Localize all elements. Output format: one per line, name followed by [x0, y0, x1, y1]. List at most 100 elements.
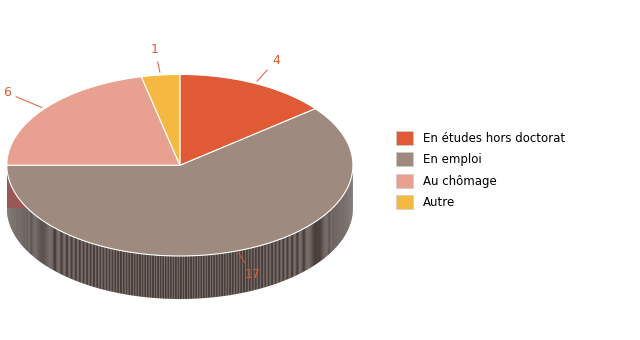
Polygon shape	[326, 213, 327, 256]
Polygon shape	[7, 77, 180, 165]
Polygon shape	[189, 256, 191, 299]
Polygon shape	[45, 222, 46, 266]
Polygon shape	[113, 249, 115, 292]
Polygon shape	[164, 256, 166, 299]
Polygon shape	[317, 220, 318, 264]
Polygon shape	[230, 252, 232, 295]
Polygon shape	[120, 250, 121, 293]
Polygon shape	[166, 256, 168, 299]
Polygon shape	[312, 223, 313, 267]
Polygon shape	[109, 248, 110, 291]
Legend: En études hors doctorat, En emploi, Au chômage, Autre: En études hors doctorat, En emploi, Au c…	[391, 126, 570, 214]
Polygon shape	[155, 255, 156, 298]
Polygon shape	[318, 219, 319, 263]
Polygon shape	[301, 229, 303, 273]
Text: 4: 4	[257, 54, 280, 81]
Polygon shape	[247, 249, 248, 292]
Polygon shape	[266, 243, 268, 287]
Polygon shape	[284, 237, 285, 280]
Polygon shape	[36, 216, 37, 260]
Polygon shape	[222, 253, 223, 296]
Polygon shape	[243, 250, 244, 293]
Polygon shape	[125, 252, 127, 295]
Polygon shape	[170, 256, 171, 299]
Polygon shape	[264, 244, 265, 288]
Polygon shape	[184, 256, 186, 299]
Polygon shape	[141, 74, 180, 165]
Polygon shape	[223, 253, 225, 296]
Polygon shape	[256, 246, 257, 290]
Text: 17: 17	[239, 253, 261, 282]
Polygon shape	[108, 248, 109, 291]
Polygon shape	[259, 245, 260, 289]
Polygon shape	[298, 231, 300, 274]
Polygon shape	[273, 241, 275, 285]
Polygon shape	[131, 252, 132, 295]
Polygon shape	[58, 230, 60, 274]
Polygon shape	[66, 234, 67, 277]
Polygon shape	[219, 254, 220, 297]
Polygon shape	[294, 233, 296, 276]
Polygon shape	[104, 247, 106, 290]
Polygon shape	[77, 238, 79, 282]
Polygon shape	[196, 256, 198, 299]
Polygon shape	[178, 256, 179, 299]
Polygon shape	[39, 218, 40, 262]
Polygon shape	[52, 227, 54, 270]
Polygon shape	[127, 252, 129, 295]
Polygon shape	[255, 247, 256, 290]
Polygon shape	[72, 236, 74, 280]
Polygon shape	[316, 221, 317, 264]
Polygon shape	[193, 256, 195, 299]
Polygon shape	[303, 228, 304, 272]
Polygon shape	[201, 255, 202, 298]
Polygon shape	[86, 241, 87, 285]
Polygon shape	[211, 254, 212, 298]
Polygon shape	[34, 214, 35, 257]
Polygon shape	[311, 224, 312, 268]
Polygon shape	[176, 256, 178, 299]
Polygon shape	[71, 236, 72, 279]
Polygon shape	[297, 232, 298, 275]
Polygon shape	[235, 251, 236, 294]
Polygon shape	[191, 256, 193, 299]
Polygon shape	[188, 256, 189, 299]
Polygon shape	[40, 219, 41, 262]
Polygon shape	[289, 235, 291, 278]
Polygon shape	[67, 234, 68, 277]
Polygon shape	[41, 220, 42, 263]
Polygon shape	[116, 250, 118, 293]
Polygon shape	[260, 245, 262, 289]
Polygon shape	[43, 221, 44, 265]
Polygon shape	[257, 246, 259, 289]
Polygon shape	[81, 240, 83, 283]
Polygon shape	[212, 254, 214, 298]
Polygon shape	[93, 243, 94, 287]
Polygon shape	[288, 236, 289, 279]
Polygon shape	[293, 233, 294, 277]
Polygon shape	[56, 229, 58, 272]
Polygon shape	[265, 244, 266, 287]
Polygon shape	[42, 220, 43, 264]
Polygon shape	[199, 255, 201, 299]
Polygon shape	[321, 217, 322, 261]
Polygon shape	[91, 243, 93, 287]
Polygon shape	[280, 239, 282, 282]
Polygon shape	[134, 253, 135, 296]
Polygon shape	[253, 247, 255, 290]
Polygon shape	[7, 165, 180, 208]
Polygon shape	[55, 228, 56, 272]
Polygon shape	[338, 201, 339, 245]
Polygon shape	[314, 222, 315, 266]
Polygon shape	[279, 239, 280, 283]
Polygon shape	[161, 255, 163, 299]
Polygon shape	[296, 232, 297, 276]
Polygon shape	[308, 225, 310, 269]
Polygon shape	[310, 225, 311, 268]
Polygon shape	[94, 244, 95, 287]
Polygon shape	[132, 253, 134, 296]
Polygon shape	[106, 247, 108, 291]
Polygon shape	[22, 203, 23, 247]
Polygon shape	[181, 256, 182, 299]
Polygon shape	[330, 210, 331, 254]
